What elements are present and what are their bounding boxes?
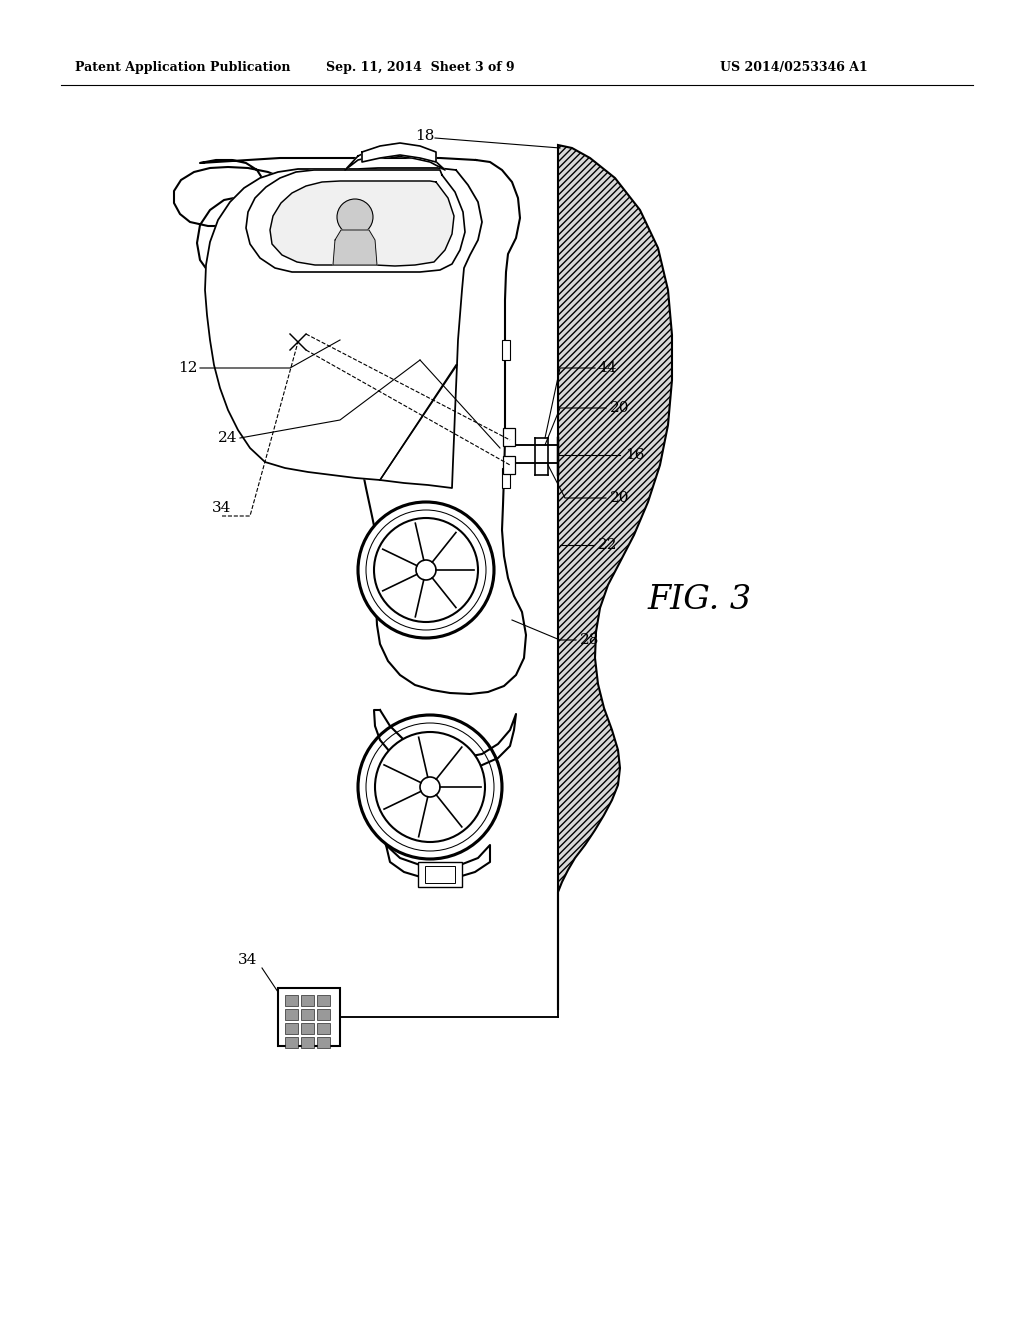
Circle shape bbox=[337, 199, 373, 235]
Polygon shape bbox=[374, 710, 516, 770]
Circle shape bbox=[366, 510, 486, 630]
Text: 22: 22 bbox=[598, 539, 617, 552]
Text: 18: 18 bbox=[416, 129, 434, 143]
Text: US 2014/0253346 A1: US 2014/0253346 A1 bbox=[720, 62, 867, 74]
Polygon shape bbox=[270, 181, 454, 267]
Text: 20: 20 bbox=[610, 401, 630, 414]
Text: Sep. 11, 2014  Sheet 3 of 9: Sep. 11, 2014 Sheet 3 of 9 bbox=[326, 62, 514, 74]
Bar bbox=[317, 1008, 330, 1020]
Circle shape bbox=[358, 715, 502, 859]
Bar bbox=[285, 1038, 298, 1048]
Circle shape bbox=[358, 502, 494, 638]
Text: 28: 28 bbox=[580, 634, 599, 647]
Bar bbox=[301, 1008, 314, 1020]
Bar bbox=[317, 995, 330, 1006]
Circle shape bbox=[374, 517, 478, 622]
Polygon shape bbox=[333, 230, 377, 265]
Text: 16: 16 bbox=[625, 447, 644, 462]
Bar bbox=[285, 1023, 298, 1034]
Bar bbox=[285, 995, 298, 1006]
Text: 12: 12 bbox=[178, 360, 198, 375]
Bar bbox=[278, 987, 340, 1045]
Bar bbox=[301, 1038, 314, 1048]
Text: 34: 34 bbox=[212, 502, 231, 515]
Polygon shape bbox=[205, 168, 482, 488]
Polygon shape bbox=[246, 170, 465, 272]
Bar bbox=[301, 995, 314, 1006]
Bar bbox=[503, 428, 515, 446]
Bar bbox=[503, 455, 515, 474]
Text: FIG. 3: FIG. 3 bbox=[648, 583, 752, 616]
Bar bbox=[285, 1008, 298, 1020]
Bar bbox=[301, 1023, 314, 1034]
Circle shape bbox=[366, 723, 494, 851]
Polygon shape bbox=[174, 158, 526, 694]
Bar bbox=[317, 1038, 330, 1048]
Bar bbox=[502, 341, 510, 360]
Bar bbox=[425, 866, 455, 883]
Circle shape bbox=[420, 777, 440, 797]
Polygon shape bbox=[558, 145, 672, 1010]
Circle shape bbox=[416, 560, 436, 579]
Bar bbox=[502, 469, 510, 488]
Polygon shape bbox=[362, 143, 436, 162]
Bar bbox=[317, 1023, 330, 1034]
Text: 24: 24 bbox=[218, 432, 238, 445]
Bar bbox=[418, 862, 462, 887]
Polygon shape bbox=[386, 845, 490, 879]
Text: 34: 34 bbox=[239, 953, 258, 968]
Polygon shape bbox=[345, 144, 445, 170]
Circle shape bbox=[375, 733, 485, 842]
Text: 44: 44 bbox=[598, 360, 617, 375]
Text: 20: 20 bbox=[610, 491, 630, 506]
Text: Patent Application Publication: Patent Application Publication bbox=[75, 62, 291, 74]
